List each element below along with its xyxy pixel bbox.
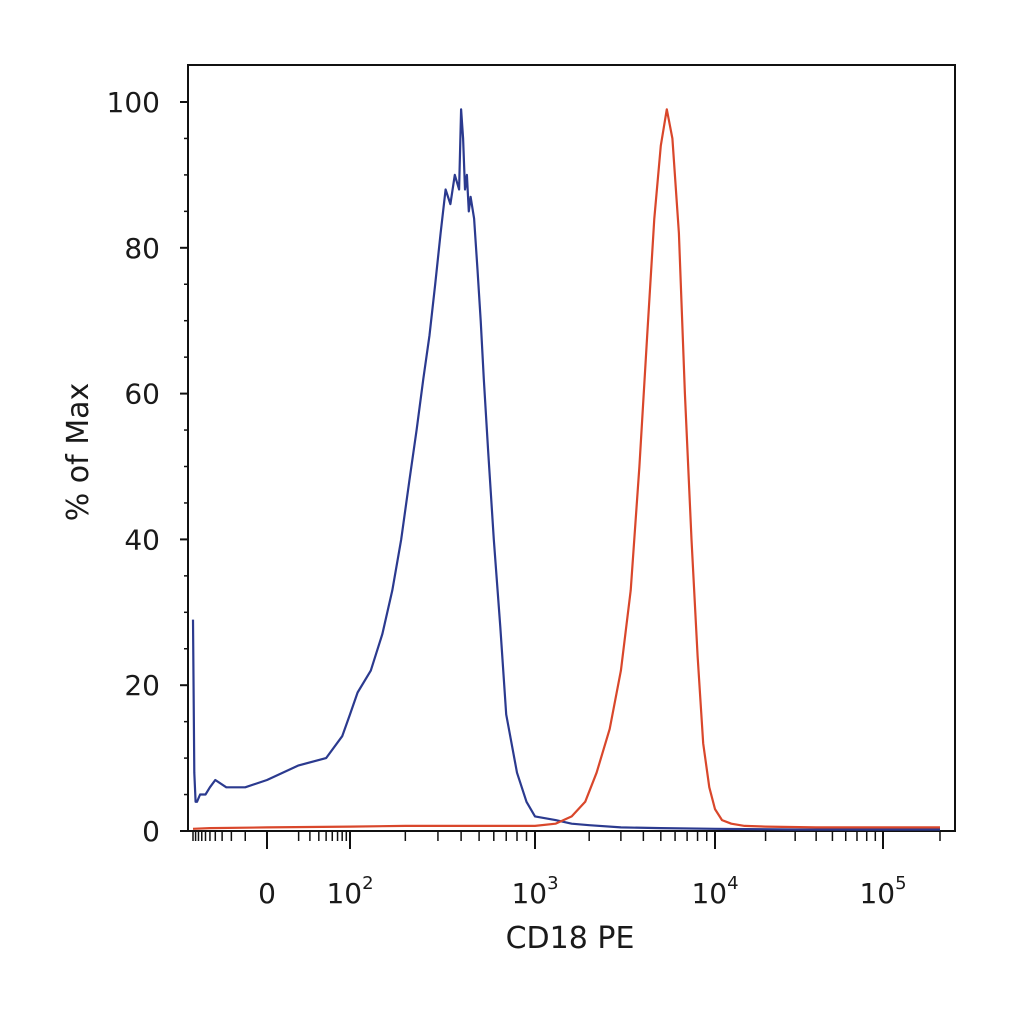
y-tick-label: 20 (124, 669, 160, 702)
y-tick-label: 80 (124, 232, 160, 265)
x-tick-label: 104 (691, 873, 738, 910)
x-tick-label: 0 (258, 877, 276, 910)
y-axis-title: % of Max (61, 383, 96, 522)
x-tick-label: 102 (326, 873, 373, 910)
plot-frame (187, 64, 956, 832)
y-tick-label: 0 (142, 815, 160, 848)
y-tick-label: 40 (124, 523, 160, 556)
x-tick-label: 103 (511, 873, 558, 910)
series-line-1 (191, 108, 940, 831)
series-layer (191, 108, 940, 831)
y-tick-label: 100 (107, 86, 160, 119)
y-axis-ticks: 0 20 40 60 80 100 (107, 86, 188, 848)
series-line-2 (192, 108, 940, 830)
x-axis-ticks: 0 102 103 104 105 (192, 831, 941, 910)
x-axis-title: CD18 PE (506, 921, 635, 956)
y-tick-label: 60 (124, 378, 160, 411)
x-tick-label: 105 (859, 873, 906, 910)
